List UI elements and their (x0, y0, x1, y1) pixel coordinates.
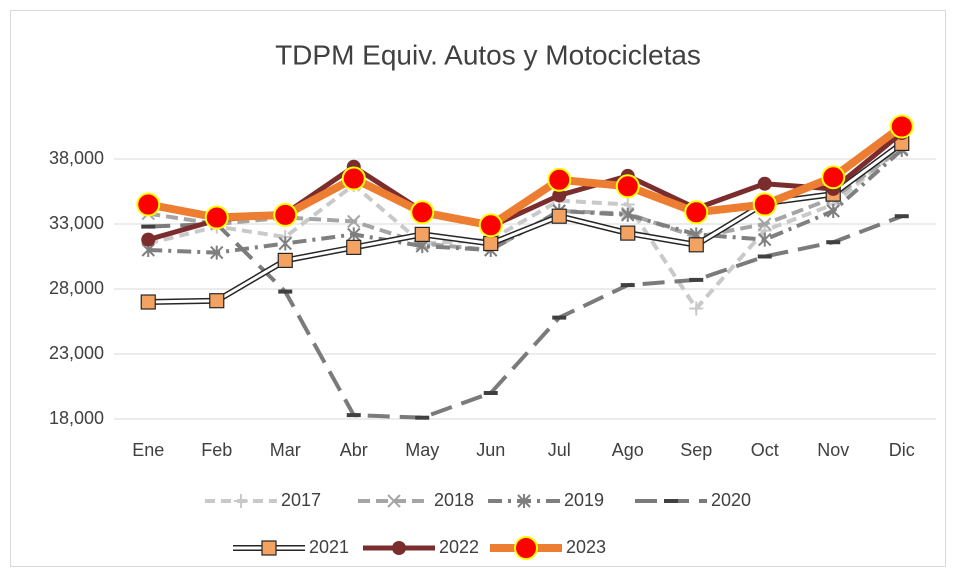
marker (752, 192, 777, 217)
y-tick-label: 38,000 (49, 148, 104, 168)
legend-label: 2020 (711, 490, 751, 510)
marker (346, 239, 362, 255)
x-tick-label: Mar (270, 440, 301, 460)
marker (347, 227, 361, 242)
marker (551, 208, 567, 224)
legend-marker (517, 494, 531, 508)
x-tick-label: Sep (680, 440, 712, 460)
x-tick-label: May (405, 440, 439, 460)
x-tick-label: Oct (751, 440, 779, 460)
legend-marker (261, 540, 277, 556)
marker (209, 293, 225, 309)
legend-label: 2023 (566, 537, 606, 557)
marker (478, 213, 503, 238)
marker (889, 114, 914, 139)
marker (758, 232, 772, 247)
marker (758, 217, 772, 231)
x-tick-label: Nov (817, 440, 849, 460)
marker (689, 301, 704, 316)
marker (757, 176, 772, 191)
marker (621, 207, 635, 222)
marker (547, 167, 572, 192)
x-tick-label: Jul (548, 440, 571, 460)
legend-label: 2019 (564, 490, 604, 510)
marker (410, 200, 435, 225)
marker (552, 188, 567, 203)
y-tick-label: 28,000 (49, 278, 104, 298)
marker (136, 192, 161, 217)
y-tick-label: 33,000 (49, 213, 104, 233)
marker (684, 200, 709, 225)
legend-marker (234, 494, 248, 508)
marker (347, 214, 361, 229)
x-tick-label: Feb (201, 440, 232, 460)
chart-title: TDPM Equiv. Autos y Motocicletas (275, 39, 701, 70)
legend-label: 2017 (281, 490, 321, 510)
marker (204, 205, 229, 230)
marker (140, 294, 156, 310)
marker (210, 245, 224, 260)
x-tick-label: Ene (132, 440, 164, 460)
legend-marker (392, 541, 406, 555)
marker (483, 235, 499, 252)
legend-marker (387, 494, 401, 508)
marker (826, 204, 840, 218)
legend-label: 2018 (434, 490, 474, 510)
marker (688, 237, 704, 253)
marker (414, 226, 430, 242)
marker (615, 174, 640, 199)
x-tick-label: Ago (612, 440, 644, 460)
x-tick-label: Jun (476, 440, 505, 460)
marker (141, 232, 156, 247)
x-tick-label: Abr (340, 440, 368, 460)
legend-marker (514, 536, 538, 560)
marker (821, 165, 846, 190)
marker (341, 166, 366, 191)
marker (273, 202, 298, 227)
line (147, 144, 904, 311)
marker (620, 225, 636, 241)
marker (277, 252, 293, 268)
legend-label: 2021 (309, 537, 349, 557)
x-tick-label: Dic (889, 440, 915, 460)
y-tick-label: 23,000 (49, 343, 104, 363)
y-tick-label: 18,000 (49, 408, 104, 428)
marker (278, 236, 292, 251)
legend-label: 2022 (439, 537, 479, 557)
line (148, 214, 903, 420)
